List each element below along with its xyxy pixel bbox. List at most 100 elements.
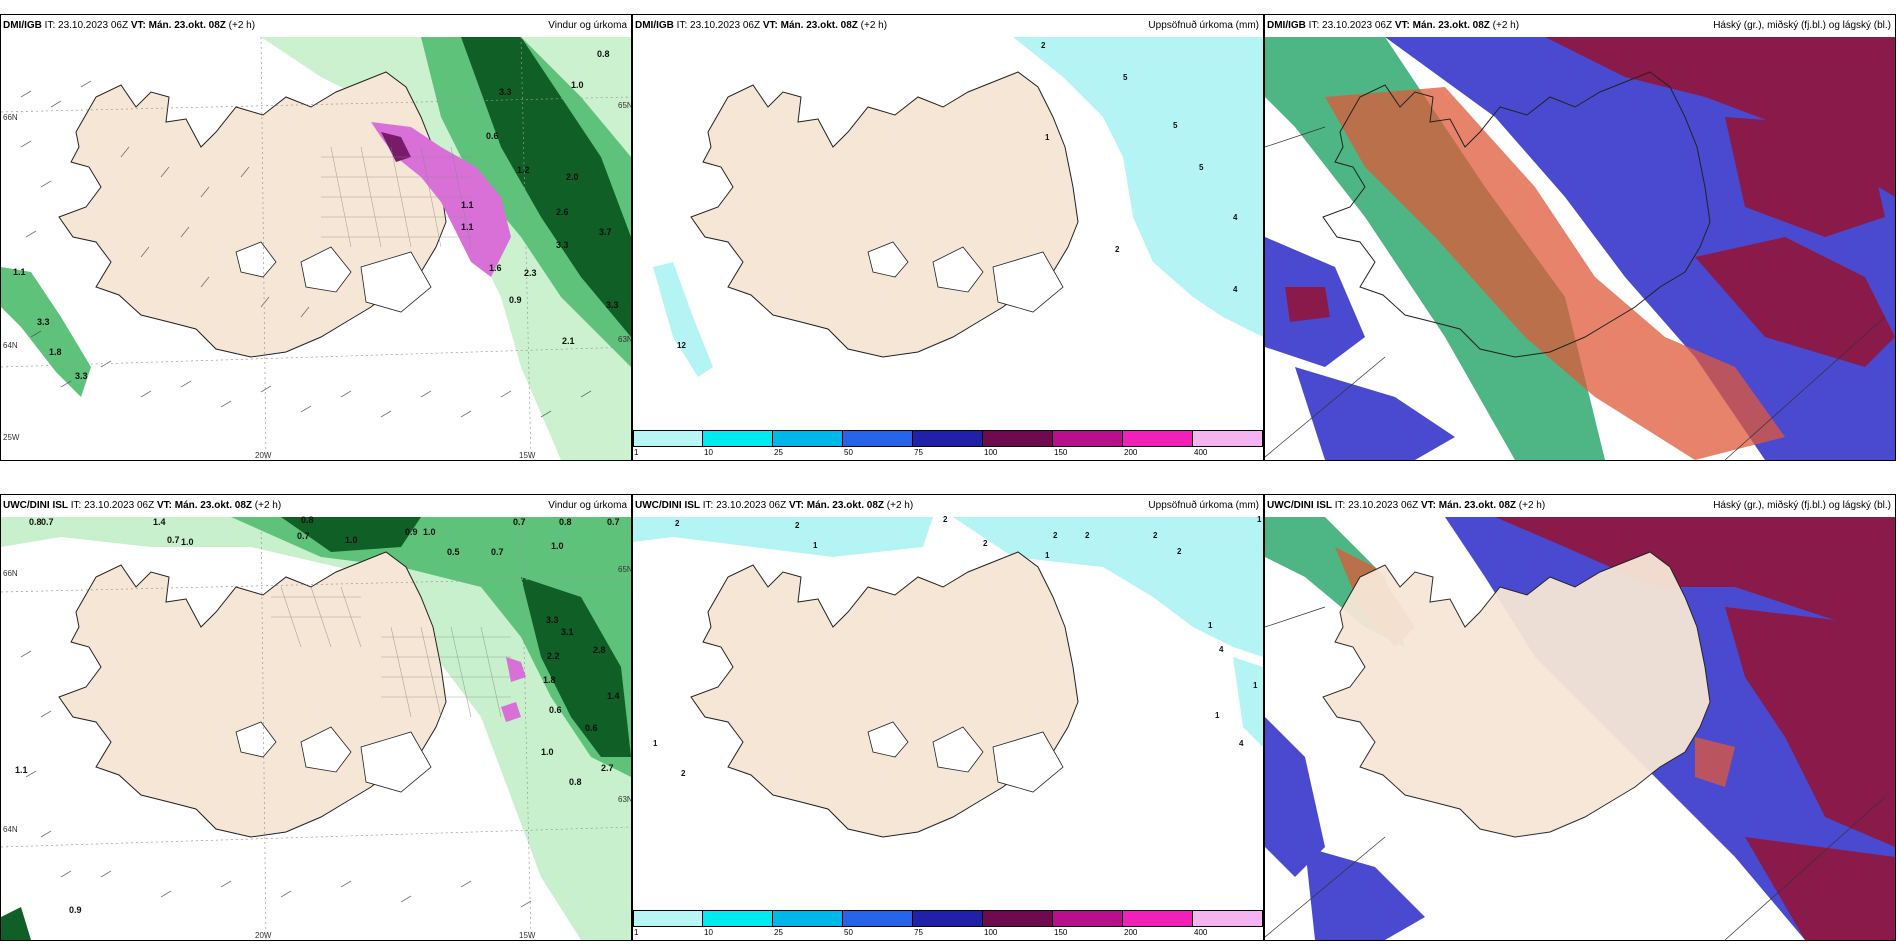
panel-header: UWC/DINI ISL IT: 23.10.2023 06Z VT: Mán.… (1265, 495, 1895, 517)
accum-value: 2 (675, 519, 680, 528)
colorbar-tick-label: 100 (984, 928, 998, 937)
precip-value: 1.0 (345, 535, 358, 545)
lead-time: (+2 h) (1518, 500, 1546, 511)
colorbar-swatch (633, 910, 703, 927)
valid-time: VT: Mán. 23.okt. 08Z (1394, 20, 1490, 31)
precip-value: 3.3 (556, 240, 569, 250)
precip-value: 1.4 (607, 691, 620, 701)
precip-value: 1.1 (13, 267, 26, 277)
precip-value: 1.2 (517, 165, 530, 175)
panel-dmi-clouds: DMI/IGB IT: 23.10.2023 06Z VT: Mán. 23.o… (1264, 14, 1896, 461)
valid-time: VT: Mán. 23.okt. 08Z (130, 20, 226, 31)
precip-value: 1.8 (49, 347, 62, 357)
accum-value: 4 (1233, 285, 1238, 294)
colorbar-tick-label: 50 (844, 448, 853, 457)
panel-title: Vindur og úrkoma (548, 20, 627, 31)
precip-value: 1.0 (551, 541, 564, 551)
lat-label-66n: 66N (3, 113, 18, 122)
lat-label-63n: 63N (618, 335, 632, 344)
accum-value: 2 (1115, 245, 1120, 254)
panel-header: DMI/IGB IT: 23.10.2023 06Z VT: Mán. 23.o… (1, 15, 631, 37)
colorbar-swatch (633, 430, 703, 447)
precip-value: 1.6 (489, 263, 502, 273)
accum-value: 2 (1041, 41, 1046, 50)
accum-value: 4 (1233, 213, 1238, 222)
colorbar-swatch (703, 910, 773, 927)
precip-value: 0.7 (41, 517, 54, 527)
colorbar-tick-label: 200 (1124, 928, 1138, 937)
accum-value: 2 (681, 769, 686, 778)
colorbar-tick-label: 400 (1194, 448, 1208, 457)
colorbar-tick-label: 200 (1124, 448, 1138, 457)
lat-label-64n: 64N (3, 825, 18, 834)
accum-value: 12 (677, 341, 686, 350)
colorbar-swatch (703, 430, 773, 447)
panel-title: Uppsöfnuð úrkoma (mm) (1148, 500, 1259, 511)
accum-value: 4 (1219, 645, 1224, 654)
lon-label-15w: 15W (519, 451, 536, 460)
precip-value: 0.8 (597, 49, 610, 59)
colorbar: 1 10 25 50 75 100 150 200 400 (633, 430, 1263, 460)
lat-label-65n: 65N (618, 101, 632, 110)
panel-header: UWC/DINI ISL IT: 23.10.2023 06Z VT: Mán.… (633, 495, 1263, 517)
precip-value: 1.0 (181, 537, 194, 547)
precip-value: 3.3 (499, 87, 512, 97)
precip-value: 1.1 (15, 765, 28, 775)
precip-value: 3.3 (546, 615, 559, 625)
colorbar-tick-label: 10 (704, 448, 713, 457)
init-time: IT: 23.10.2023 06Z (44, 20, 129, 31)
colorbar-tick-label: 150 (1054, 928, 1068, 937)
lead-time: (+2 h) (254, 500, 282, 511)
colorbar-tick-label: 1 (634, 928, 639, 937)
colorbar-swatch (843, 910, 913, 927)
lead-time: (+2 h) (1492, 20, 1520, 31)
colorbar-swatch (1123, 910, 1193, 927)
model-name: UWC/DINI ISL (1267, 500, 1332, 511)
precip-value: 0.9 (69, 905, 82, 915)
precip-value: 0.9 (405, 527, 418, 537)
precip-value: 0.6 (585, 723, 598, 733)
accum-value: 1 (1045, 551, 1050, 560)
colorbar-tick-label: 50 (844, 928, 853, 937)
precip-value: 2.8 (593, 645, 606, 655)
colorbar-swatch (913, 910, 983, 927)
panel-dmi-wind-precip: DMI/IGB IT: 23.10.2023 06Z VT: Mán. 23.o… (0, 14, 632, 461)
colorbar-tick-label: 1 (634, 448, 639, 457)
colorbar: 1 10 25 50 75 100 150 200 400 (633, 910, 1263, 940)
colorbar-tick-label: 100 (984, 448, 998, 457)
lat-label-66n: 66N (3, 569, 18, 578)
map-accum-precip (633, 37, 1263, 430)
panel-title: Vindur og úrkoma (548, 500, 627, 511)
colorbar-swatch (1053, 430, 1123, 447)
colorbar-swatch (843, 430, 913, 447)
accum-value: 1 (1208, 621, 1213, 630)
map-clouds (1265, 517, 1895, 940)
colorbar-tick-label: 75 (914, 928, 923, 937)
lead-time: (+2 h) (886, 500, 914, 511)
precip-value: 3.3 (37, 317, 50, 327)
init-time: IT: 23.10.2023 06Z (702, 500, 787, 511)
precip-value: 1.1 (461, 222, 474, 232)
accum-value: 2 (1153, 531, 1158, 540)
colorbar-swatch (983, 910, 1053, 927)
precip-value: 3.1 (561, 627, 574, 637)
colorbar-tick-label: 150 (1054, 448, 1068, 457)
accum-value: 2 (983, 539, 988, 548)
precip-value: 2.1 (562, 336, 575, 346)
panel-uwc-accum-precip: UWC/DINI ISL IT: 23.10.2023 06Z VT: Mán.… (632, 494, 1264, 941)
lat-label-63n: 63N (618, 795, 632, 804)
panel-title: Uppsöfnuð úrkoma (mm) (1148, 20, 1259, 31)
accum-value: 5 (1173, 121, 1178, 130)
accum-value: 1 (1215, 711, 1220, 720)
model-name: DMI/IGB (1267, 20, 1306, 31)
lat-label-64n: 64N (3, 341, 18, 350)
panel-uwc-clouds: UWC/DINI ISL IT: 23.10.2023 06Z VT: Mán.… (1264, 494, 1896, 941)
precip-value: 0.5 (447, 547, 460, 557)
colorbar-tick-label: 400 (1194, 928, 1208, 937)
colorbar-frame (633, 430, 1263, 447)
lead-time: (+2 h) (860, 20, 888, 31)
lon-label-20w: 20W (255, 451, 272, 460)
colorbar-swatch (913, 430, 983, 447)
accum-value: 5 (1123, 73, 1128, 82)
precip-value: 1.0 (423, 527, 436, 537)
